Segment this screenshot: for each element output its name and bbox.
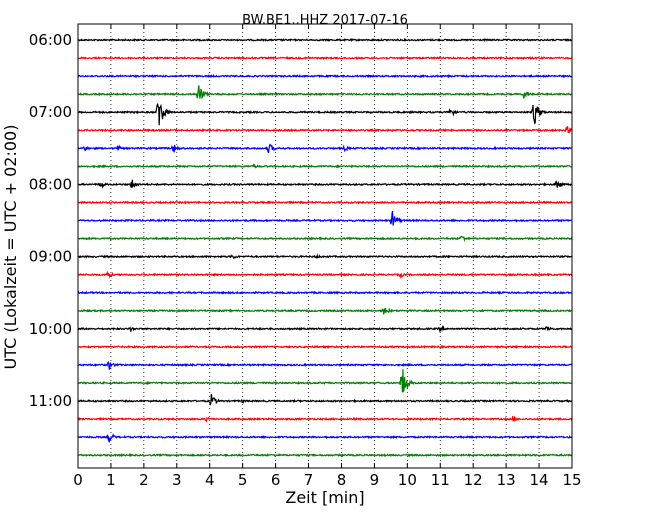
x-axis-ticks: 0 1 2 3 4 5 6 7 8 9 10 11 12 13 14 15 bbox=[73, 24, 582, 489]
x-tick-label: 2 bbox=[139, 471, 149, 489]
x-tick-label: 1 bbox=[106, 471, 116, 489]
trace-line-0715 bbox=[78, 126, 573, 134]
x-tick-label: 10 bbox=[398, 471, 417, 489]
trace-line-1045 bbox=[77, 369, 573, 394]
x-tick-label: 13 bbox=[497, 471, 516, 489]
trace-line-1100 bbox=[77, 393, 573, 406]
x-tick-label: 0 bbox=[73, 471, 83, 489]
x-tick-label: 5 bbox=[238, 471, 248, 489]
trace-line-0930 bbox=[77, 290, 573, 295]
trace-line-0845 bbox=[77, 235, 573, 243]
y-tick-label: 07:00 bbox=[29, 103, 72, 121]
traces bbox=[77, 37, 573, 458]
trace-line-0630 bbox=[77, 73, 573, 79]
trace-line-0900 bbox=[77, 253, 573, 260]
y-axis-ticks: 06:00 07:00 08:00 09:00 10:00 11:00 bbox=[29, 31, 572, 410]
y-tick-label: 08:00 bbox=[29, 175, 72, 193]
y-tick-label: 06:00 bbox=[29, 31, 72, 49]
trace-line-1030 bbox=[77, 360, 573, 371]
trace-line-0645 bbox=[77, 85, 573, 100]
trace-line-0600 bbox=[77, 37, 573, 43]
trace-line-0915 bbox=[77, 270, 573, 279]
x-tick-label: 8 bbox=[337, 471, 347, 489]
x-tick-label: 14 bbox=[530, 471, 549, 489]
trace-line-1000 bbox=[77, 324, 573, 333]
y-tick-label: 10:00 bbox=[29, 320, 72, 338]
trace-line-0945 bbox=[77, 307, 573, 315]
y-tick-label: 11:00 bbox=[29, 392, 72, 410]
trace-line-1145 bbox=[77, 452, 573, 458]
trace-line-1130 bbox=[77, 433, 573, 443]
trace-line-0730 bbox=[77, 143, 573, 154]
plot-frame bbox=[77, 23, 573, 469]
trace-line-0800 bbox=[77, 179, 573, 189]
x-tick-label: 4 bbox=[205, 471, 215, 489]
trace-line-0830 bbox=[77, 210, 573, 226]
x-tick-label: 15 bbox=[562, 471, 581, 489]
y-tick-label: 09:00 bbox=[29, 248, 72, 266]
x-tick-label: 11 bbox=[431, 471, 450, 489]
trace-line-1015 bbox=[77, 344, 573, 349]
x-axis-label: Zeit [min] bbox=[285, 488, 364, 507]
trace-line-0815 bbox=[77, 200, 573, 205]
y-axis-label: UTC (Lokalzeit = UTC + 02:00) bbox=[1, 125, 20, 370]
x-tick-label: 12 bbox=[464, 471, 483, 489]
chart-title: BW.BE1..HHZ 2017-07-16 bbox=[242, 13, 408, 28]
x-tick-label: 7 bbox=[304, 471, 314, 489]
trace-line-0700 bbox=[77, 103, 573, 126]
x-tick-label: 9 bbox=[370, 471, 380, 489]
trace-line-1115 bbox=[77, 415, 573, 423]
trace-line-0615 bbox=[77, 55, 573, 61]
x-tick-label: 3 bbox=[172, 471, 182, 489]
trace-line-0745 bbox=[77, 163, 573, 169]
x-tick-label: 6 bbox=[271, 471, 281, 489]
